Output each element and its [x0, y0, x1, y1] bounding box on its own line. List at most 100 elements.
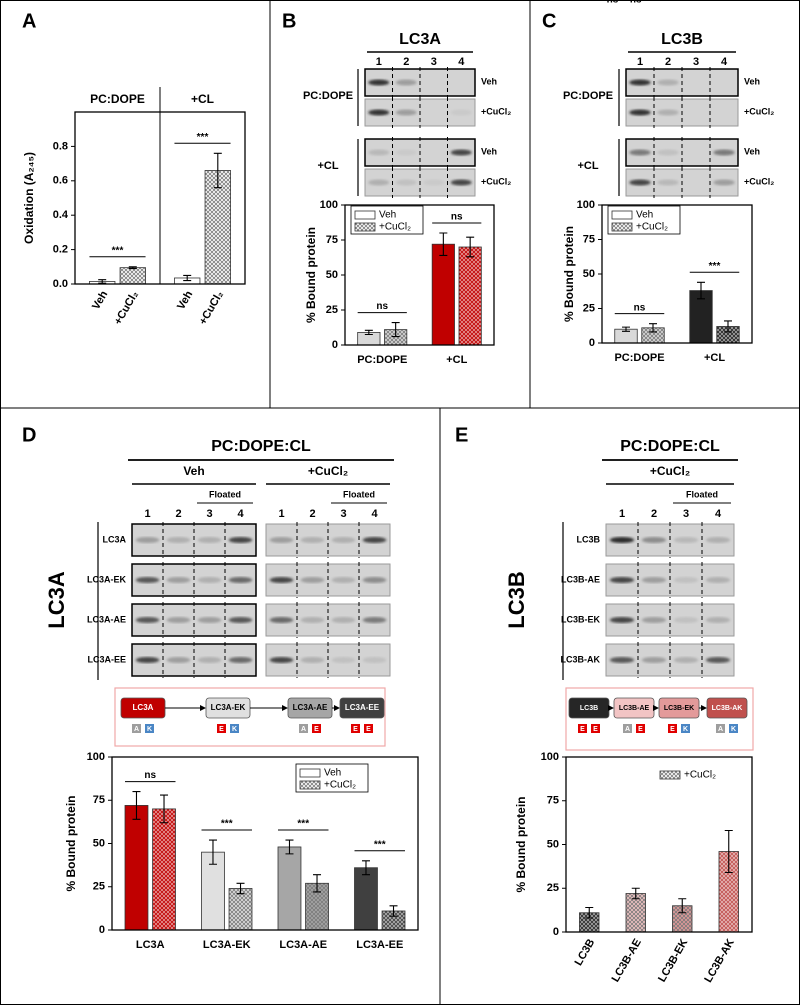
construct-label: LC3B-AE — [619, 705, 650, 712]
y-tick-label: 0 — [553, 926, 559, 938]
bar — [124, 805, 149, 931]
residue-box — [364, 724, 373, 733]
residue-box — [132, 724, 141, 733]
blot-band — [450, 149, 472, 156]
lane-label: 1 — [637, 56, 643, 68]
y-axis-label: % Bound protein — [514, 797, 528, 893]
blot-band — [228, 657, 253, 663]
blot-band — [713, 149, 735, 156]
blot-title: LC3B — [661, 31, 703, 48]
bar — [228, 888, 253, 931]
construct-label: LC3B-EK — [664, 705, 694, 712]
row-label: Veh — [481, 146, 497, 156]
row-label: +CuCl₂ — [744, 176, 774, 186]
blot-band — [641, 657, 667, 663]
y-tick-label: 0 — [332, 339, 338, 351]
error-bar — [622, 326, 630, 332]
construct-box — [339, 697, 385, 719]
y-tick-label: 0 — [589, 337, 595, 349]
residue-label: E — [314, 726, 319, 733]
lane-label: 2 — [651, 508, 657, 520]
panel-letter: D — [22, 424, 36, 446]
y-axis-label: Oxidation (A₂₄₅) — [22, 152, 36, 244]
lane-label: 4 — [237, 508, 244, 520]
significance-label: ns — [144, 770, 156, 781]
significance-label: *** — [297, 819, 309, 830]
lane-label: 1 — [278, 508, 284, 520]
blot-band — [395, 149, 417, 156]
x-tick-label: LC3A-EK — [203, 939, 251, 951]
blot-band — [368, 179, 390, 186]
y-tick-label: 25 — [93, 881, 105, 893]
blot-band — [368, 79, 390, 86]
blot-band — [228, 537, 253, 543]
blot-band — [395, 109, 417, 116]
blot-band — [269, 657, 294, 663]
blot-band — [657, 149, 679, 156]
residue-box — [591, 724, 600, 733]
y-tick-label: 50 — [93, 837, 105, 849]
y-tick-label: 0.6 — [53, 175, 68, 187]
floated-label: Floated — [343, 489, 375, 499]
error-bar — [128, 266, 137, 270]
x-tick-label: LC3A-EE — [356, 939, 403, 951]
blot-band — [300, 657, 325, 663]
legend-swatch — [354, 222, 376, 232]
blot-band — [197, 577, 222, 583]
blot-band — [228, 617, 253, 623]
blot-band — [368, 109, 390, 116]
residue-label: K — [232, 726, 237, 733]
blot-band — [368, 149, 390, 156]
legend-label: Veh — [324, 768, 341, 779]
residue-box — [578, 724, 587, 733]
group-label: +CL — [191, 92, 214, 106]
row-label: LC3B-EK — [561, 614, 601, 624]
y-tick-label: 0.4 — [53, 209, 69, 221]
x-tick-label: LC3A — [136, 939, 165, 951]
bar — [458, 246, 482, 346]
legend-swatch — [299, 768, 321, 778]
blot-band — [331, 657, 356, 663]
blot-band — [673, 577, 699, 583]
y-axis-label: % Bound protein — [562, 226, 576, 322]
blot-band — [705, 657, 731, 663]
residue-label: K — [731, 726, 736, 733]
lane-label: 2 — [665, 56, 671, 68]
significance-label: ns — [607, 0, 619, 6]
blot-band — [135, 537, 160, 543]
y-tick-label: 0 — [99, 924, 105, 936]
row-label: LC3B — [576, 534, 600, 544]
residue-box — [716, 724, 725, 733]
blot-band — [423, 179, 445, 186]
blot-band — [269, 577, 294, 583]
significance-label: *** — [374, 839, 386, 850]
blot-band — [300, 537, 325, 543]
significance-label: ns — [451, 212, 463, 223]
blot-band — [166, 537, 191, 543]
x-tick-label: PC:DOPE — [357, 354, 407, 366]
y-tick-label: 0.2 — [53, 244, 68, 256]
significance-label: ns — [630, 0, 642, 6]
error-bar — [585, 906, 594, 919]
significance-label: *** — [221, 819, 233, 830]
residue-label: E — [219, 726, 224, 733]
error-bar — [439, 232, 448, 256]
residue-box — [312, 724, 321, 733]
blot-band — [197, 657, 222, 663]
residue-label: A — [718, 726, 723, 733]
construct-label: LC3A-EE — [345, 703, 380, 712]
bar — [354, 867, 378, 931]
bar — [277, 846, 302, 931]
construct-label: LC3A — [133, 703, 154, 712]
legend-swatch — [659, 770, 681, 780]
legend-swatch — [611, 222, 633, 232]
residue-label: K — [147, 726, 152, 733]
y-tick-label: 100 — [541, 751, 559, 763]
blot-band — [300, 577, 325, 583]
group-label: +CL — [317, 160, 338, 172]
error-bar — [208, 839, 217, 865]
panel-letter: B — [282, 10, 296, 32]
legend-label: Veh — [379, 210, 396, 221]
protein-label: LC3B — [504, 571, 529, 628]
